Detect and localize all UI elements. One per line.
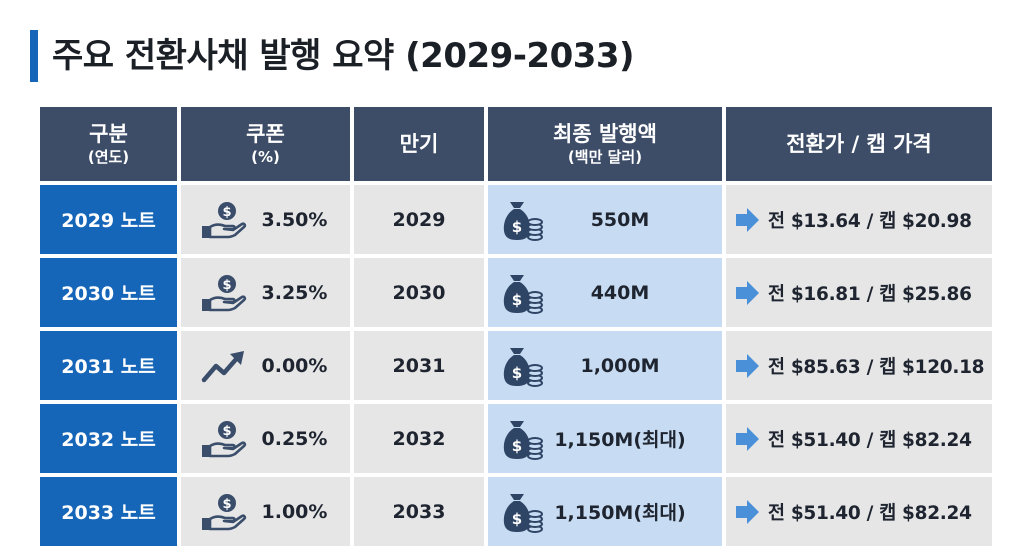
header-price-label: 전환가 / 캡 가격: [786, 132, 932, 156]
svg-text:$: $: [512, 291, 522, 309]
table-row: 2030 노트 $ 3.25% 2030 $ 440M 전 $16.81 / 캡…: [40, 258, 992, 327]
note-name-label: 2029 노트: [61, 210, 156, 232]
coupon-value: 0.25%: [261, 427, 328, 450]
note-name-label: 2033 노트: [61, 502, 156, 524]
issue-amount-value: 550M: [590, 208, 650, 231]
issue-amount-value: 1,000M: [580, 354, 660, 377]
header-category-label: 구분: [89, 122, 128, 146]
note-name-label: 2030 노트: [61, 283, 156, 305]
svg-text:$: $: [512, 218, 522, 236]
coupon-cell: $ 0.25%: [181, 404, 350, 473]
coupon-cell: 0.00%: [181, 331, 350, 400]
header-coupon-label: 쿠폰: [246, 122, 285, 146]
note-name: 2031 노트: [40, 331, 177, 400]
coupon-value: 1.00%: [261, 500, 328, 523]
price-cell: 전 $51.40 / 캡 $82.24: [726, 404, 992, 473]
price-cell: 전 $85.63 / 캡 $120.18: [726, 331, 992, 400]
coupon-cell: $ 3.25%: [181, 258, 350, 327]
svg-text:$: $: [512, 510, 522, 528]
table-header-row: 구분 (연도) 쿠폰 (%) 만기 최종 발행액 (백만 달러) 전환가 / 캡…: [40, 107, 992, 181]
bond-summary-table: 구분 (연도) 쿠폰 (%) 만기 최종 발행액 (백만 달러) 전환가 / 캡…: [40, 107, 992, 550]
maturity-cell: 2029: [354, 185, 484, 254]
hand-coin-icon: $: [201, 274, 246, 311]
arrow-right-icon: [736, 280, 759, 305]
issue-amount-value: 440M: [590, 281, 650, 304]
header-category-sub: (연도): [87, 148, 130, 166]
table-row: 2031 노트 0.00% 2031 $ 1,000M 전 $85.63 / 캡…: [40, 331, 992, 400]
header-coupon-sub: (%): [251, 148, 280, 166]
header-maturity-label: 만기: [399, 132, 439, 156]
arrow-right-icon: [736, 499, 759, 524]
issue-amount-value: 1,150M(최대): [554, 429, 686, 451]
issue-amount-cell: $ 440M: [488, 258, 722, 327]
note-name: 2033 노트: [40, 477, 177, 546]
svg-text:$: $: [222, 497, 231, 512]
money-bag-icon: $: [503, 420, 543, 460]
price-value: 전 $51.40 / 캡 $82.24: [768, 429, 972, 451]
header-issue-label: 최종 발행액: [553, 122, 657, 146]
maturity-cell: 2030: [354, 258, 484, 327]
arrow-right-icon: [736, 207, 759, 232]
header-category: 구분 (연도): [40, 107, 177, 181]
svg-text:$: $: [512, 364, 522, 382]
arrow-right-icon: [736, 353, 759, 378]
issue-amount-cell: $ 550M: [488, 185, 722, 254]
price-value: 전 $13.64 / 캡 $20.98: [768, 210, 972, 232]
note-name: 2030 노트: [40, 258, 177, 327]
issue-amount-cell: $ 1,000M: [488, 331, 722, 400]
issue-amount-cell: $ 1,150M(최대): [488, 477, 722, 546]
issue-amount-cell: $ 1,150M(최대): [488, 404, 722, 473]
header-issue: 최종 발행액 (백만 달러): [488, 107, 722, 181]
hand-coin-icon: $: [201, 493, 246, 530]
coupon-value: 0.00%: [261, 354, 328, 377]
coupon-cell: $ 3.50%: [181, 185, 350, 254]
title-accent-bar: [30, 30, 38, 82]
money-bag-icon: $: [503, 201, 543, 241]
trend-up-icon: [201, 350, 244, 382]
issue-amount-value: 1,150M(최대): [554, 502, 686, 524]
price-value: 전 $51.40 / 캡 $82.24: [768, 502, 972, 524]
money-bag-icon: $: [503, 493, 543, 533]
note-name-label: 2031 노트: [61, 356, 156, 378]
svg-text:$: $: [222, 278, 231, 293]
arrow-right-icon: [736, 426, 759, 451]
money-bag-icon: $: [503, 347, 543, 387]
money-bag-icon: $: [503, 274, 543, 314]
page-title: 주요 전환사채 발행 요약 (2029-2033): [52, 36, 635, 76]
note-name-label: 2032 노트: [61, 429, 156, 451]
svg-text:$: $: [512, 437, 522, 455]
note-name: 2029 노트: [40, 185, 177, 254]
price-cell: 전 $51.40 / 캡 $82.24: [726, 477, 992, 546]
svg-text:$: $: [222, 424, 231, 439]
table-row: 2033 노트 $ 1.00% 2033 $ 1,150M(최대) 전 $51.…: [40, 477, 992, 546]
maturity-value: 2031: [392, 354, 446, 377]
table-row: 2029 노트 $ 3.50% 2029 $ 550M 전 $13.64 / 캡…: [40, 185, 992, 254]
header-maturity: 만기: [354, 107, 484, 181]
price-cell: 전 $16.81 / 캡 $25.86: [726, 258, 992, 327]
hand-coin-icon: $: [201, 201, 246, 238]
hand-coin-icon: $: [201, 420, 246, 457]
header-coupon: 쿠폰 (%): [181, 107, 350, 181]
maturity-cell: 2033: [354, 477, 484, 546]
price-value: 전 $85.63 / 캡 $120.18: [768, 356, 985, 378]
note-name: 2032 노트: [40, 404, 177, 473]
maturity-value: 2033: [392, 500, 446, 523]
svg-text:$: $: [222, 205, 231, 220]
maturity-value: 2030: [392, 281, 446, 304]
maturity-cell: 2031: [354, 331, 484, 400]
maturity-value: 2029: [392, 208, 446, 231]
header-issue-sub: (백만 달러): [567, 148, 643, 166]
price-value: 전 $16.81 / 캡 $25.86: [768, 283, 972, 305]
coupon-value: 3.25%: [261, 281, 328, 304]
price-cell: 전 $13.64 / 캡 $20.98: [726, 185, 992, 254]
maturity-value: 2032: [392, 427, 446, 450]
coupon-value: 3.50%: [261, 208, 328, 231]
table-row: 2032 노트 $ 0.25% 2032 $ 1,150M(최대) 전 $51.…: [40, 404, 992, 473]
maturity-cell: 2032: [354, 404, 484, 473]
header-price: 전환가 / 캡 가격: [726, 107, 992, 181]
coupon-cell: $ 1.00%: [181, 477, 350, 546]
